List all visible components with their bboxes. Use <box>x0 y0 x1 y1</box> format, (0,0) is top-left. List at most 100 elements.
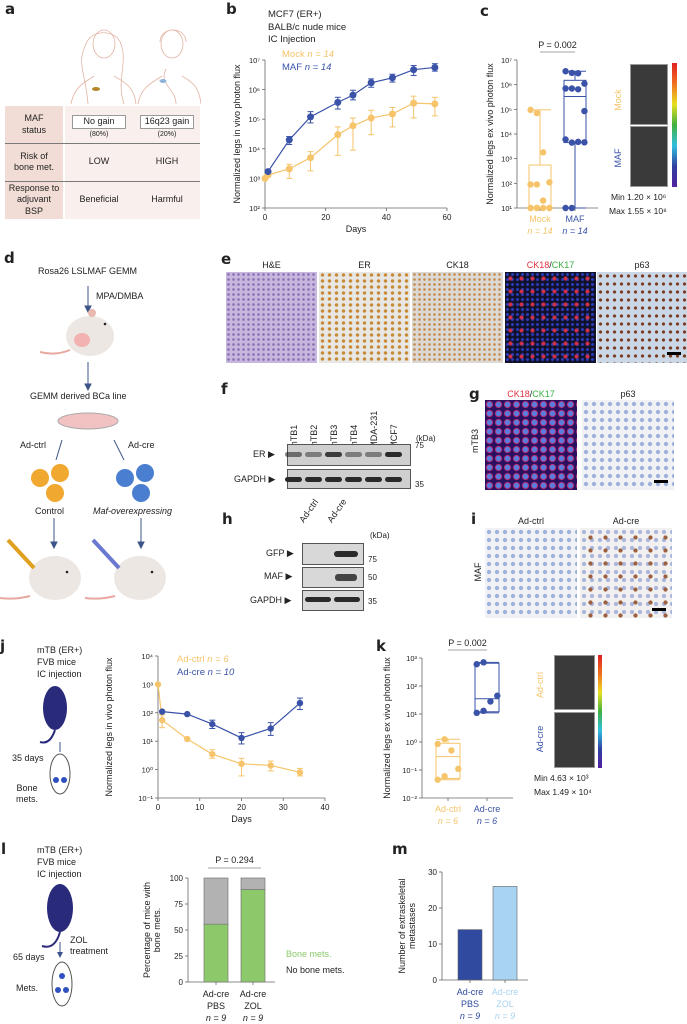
band <box>334 551 358 557</box>
data-point <box>574 70 582 77</box>
gapdh-blot-h <box>302 590 364 611</box>
j-time: 35 days <box>12 753 44 763</box>
y-tick-label: 10² <box>142 709 153 718</box>
y-axis-label: bone mets. <box>152 908 162 953</box>
row-label-risk: Risk of bone met. <box>13 150 55 172</box>
e-title-ck18: CK18 <box>446 260 469 270</box>
y-tick-label: 10⁷ <box>249 56 260 65</box>
bar-no-bone-mets- <box>203 877 229 925</box>
mouse-dark-icon <box>41 884 73 948</box>
l-info-injection: IC injection <box>37 869 82 879</box>
category-label: ZOL <box>496 999 514 1009</box>
tumor-icon-gain <box>159 79 167 83</box>
panel-label-g: g <box>469 385 480 403</box>
y-axis-label: Normalized legs in vivo photon flux <box>232 64 242 204</box>
he-stain-image <box>226 272 317 363</box>
data-point <box>539 204 547 212</box>
mouse-skeleton-icon <box>49 753 71 795</box>
ck17-label: CK17 <box>532 389 555 399</box>
data-point <box>431 63 439 71</box>
er-band <box>365 452 382 457</box>
table-header-column <box>5 106 63 219</box>
p-value: P = 0.294 <box>215 855 254 865</box>
maf-ihc-ad-cre <box>580 528 672 618</box>
data-point <box>480 659 487 666</box>
x-tick-label: 30 <box>279 803 288 812</box>
f-row-gapdh: GAPDH ▶ <box>234 474 276 484</box>
ck18-ck17-fluorescence-image <box>505 272 596 363</box>
group-label: Mock <box>529 214 551 224</box>
data-point <box>158 716 166 724</box>
leg-image-maf <box>630 126 668 187</box>
scale-bar <box>667 352 681 355</box>
panel-label-e: e <box>221 250 232 268</box>
legend-entry: Mock n = 14 <box>282 49 334 60</box>
injected-mouse-control <box>0 538 81 600</box>
data-point <box>209 750 216 758</box>
scale-bar <box>654 480 668 483</box>
data-point <box>581 107 588 115</box>
l-info-mice: FVB mice <box>37 857 77 867</box>
y-tick-label: 10¹ <box>142 737 153 746</box>
data-point <box>455 765 462 773</box>
p-value: P = 0.002 <box>538 40 577 50</box>
l-time: 65 days <box>13 952 45 962</box>
legend-entry: Ad-cre n = 10 <box>177 667 235 678</box>
panel-label-l: l <box>1 840 7 858</box>
data-point <box>431 100 439 108</box>
i-title-ad-ctrl: Ad-ctrl <box>517 516 544 526</box>
maf-ihc-ad-ctrl <box>485 528 577 618</box>
h-kda: (kDa) <box>370 531 390 540</box>
percent-gain: (20%) <box>157 130 177 138</box>
data-point <box>267 762 274 769</box>
group-label: Ad-ctrl <box>435 804 461 814</box>
y-tick-label: 10² <box>501 179 512 188</box>
data-point <box>533 109 541 117</box>
band <box>335 574 357 581</box>
data-point <box>568 204 576 212</box>
data-point <box>527 181 534 188</box>
e-title-he: H&E <box>262 260 281 270</box>
data-point <box>367 79 375 87</box>
series-line-ad-ctrl <box>157 684 301 773</box>
gapdh-band <box>305 477 322 482</box>
mtb3-ck18-ck17-image <box>485 400 577 490</box>
y-axis-label: Number of extraskeletal <box>397 878 407 973</box>
panel-label-i: i <box>471 510 477 528</box>
y-axis-label: Normalized legs in vivo photon flux <box>104 657 114 797</box>
bar <box>457 929 483 981</box>
ck18-stain-image <box>412 272 503 363</box>
y-tick-label: 10¹ <box>501 204 512 213</box>
gfp-blot <box>302 543 364 565</box>
y-tick-label: 10⁶ <box>249 86 260 95</box>
j-info-model: mTB (ER+) <box>37 645 83 655</box>
x-tick-label: 40 <box>382 213 391 222</box>
data-point <box>441 773 448 780</box>
divider <box>5 143 200 144</box>
arrow-label-ad-cre: Ad-cre <box>128 440 155 450</box>
c-max: Max 1.55 × 10⁸ <box>609 206 667 216</box>
gapdh-band <box>345 477 362 482</box>
category-label: n = 9 <box>206 1013 226 1023</box>
tumor-icon-nogain <box>92 87 100 91</box>
category-label: PBS <box>207 1001 225 1011</box>
divider <box>5 181 200 182</box>
mtb3-p63-image <box>582 400 674 490</box>
k-max: Max 1.49 × 10⁴ <box>534 787 592 797</box>
y-tick-label: 10⁻¹ <box>138 794 153 803</box>
x-axis-label: Days <box>346 224 367 234</box>
d-workflow-diagram <box>0 286 166 600</box>
category-label: n = 9 <box>495 1011 515 1021</box>
group-n: n = 14 <box>562 226 587 236</box>
ck18-label: CK18 <box>507 389 530 399</box>
petri-dish-icon <box>57 412 119 430</box>
y-tick-label: 50 <box>174 926 183 935</box>
series-line-maf <box>267 66 435 172</box>
series-line-mock <box>264 102 435 179</box>
er-band <box>345 452 362 457</box>
mouse-dark-icon <box>39 686 67 744</box>
er-band <box>285 452 302 457</box>
risk-low: LOW <box>88 156 110 167</box>
g-title-ck18-ck17: CK18/CK17 <box>485 389 577 400</box>
